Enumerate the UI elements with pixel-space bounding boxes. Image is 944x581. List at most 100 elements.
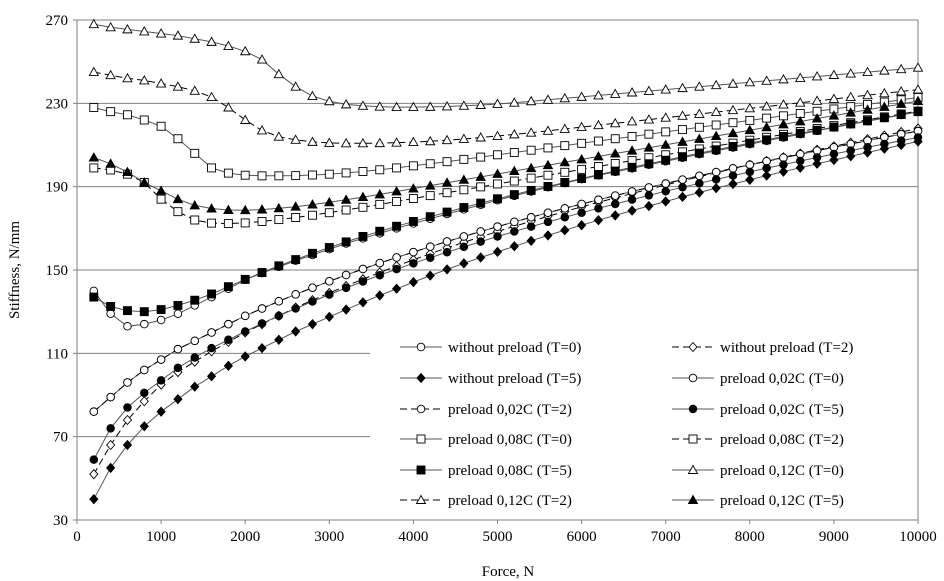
data-point (593, 151, 604, 161)
data-point (324, 137, 335, 147)
data-point (324, 169, 334, 179)
data-point (694, 148, 704, 158)
data-point (644, 183, 654, 192)
data-point (610, 199, 620, 209)
data-point (391, 101, 402, 112)
data-point (744, 102, 756, 113)
data-point (408, 194, 418, 203)
data-point (139, 74, 150, 85)
data-point (576, 121, 587, 132)
y-axis-label: Stiffness, N/mm (7, 221, 23, 319)
data-point (744, 76, 756, 87)
data-point (627, 162, 637, 172)
data-point (425, 253, 435, 262)
data-point (89, 493, 99, 505)
data-point (240, 351, 250, 362)
data-point (341, 237, 351, 247)
data-point (510, 227, 519, 236)
y-tick-label: 150 (46, 263, 69, 279)
data-point (172, 193, 184, 204)
data-point (493, 232, 502, 241)
data-point (913, 133, 923, 142)
legend-label: preload 0,02C (T=5) (720, 402, 844, 418)
data-point (829, 149, 839, 159)
data-point (458, 133, 470, 143)
data-point (896, 136, 906, 145)
legend-item: preload 0,08C (T=5) (400, 463, 572, 479)
data-point (577, 164, 587, 174)
data-point (391, 283, 402, 294)
data-point (206, 203, 217, 213)
data-point (408, 276, 419, 288)
data-point (828, 69, 840, 79)
data-point (274, 171, 284, 181)
data-point (291, 213, 301, 222)
data-point (441, 134, 453, 145)
data-point (526, 145, 536, 155)
data-point (357, 137, 369, 148)
data-point (476, 237, 485, 246)
data-point (307, 90, 318, 100)
data-point (560, 204, 570, 213)
data-point (273, 68, 285, 79)
data-point (745, 160, 755, 170)
data-point (577, 174, 587, 183)
data-point (694, 81, 705, 91)
data-point (677, 136, 688, 146)
data-point (291, 171, 301, 181)
data-point (408, 161, 418, 171)
data-point (812, 125, 822, 135)
data-point (324, 208, 334, 218)
data-point (189, 85, 201, 95)
data-point (307, 199, 318, 209)
data-point (106, 302, 116, 311)
data-point (543, 208, 553, 217)
data-point (476, 152, 486, 162)
data-point (239, 45, 251, 56)
x-tick-label: 8000 (735, 529, 765, 545)
data-point (459, 232, 469, 241)
data-point (139, 177, 150, 187)
data-point (189, 199, 201, 210)
data-point (123, 403, 132, 412)
data-point (711, 182, 721, 194)
series-9 (89, 107, 923, 317)
legend-marker (416, 372, 426, 384)
data-point (694, 122, 704, 132)
data-point (828, 93, 840, 103)
data-point (122, 439, 133, 451)
data-point (140, 388, 149, 398)
data-point (525, 95, 537, 106)
data-point (325, 290, 334, 299)
data-point (206, 36, 217, 46)
data-point (358, 202, 368, 212)
data-point (811, 95, 823, 105)
data-point (559, 156, 571, 167)
data-point (324, 243, 334, 252)
data-point (458, 100, 470, 110)
data-point (207, 289, 217, 299)
data-point (340, 98, 352, 109)
x-tick-label: 0 (73, 529, 81, 545)
data-point (593, 136, 603, 146)
data-point (896, 110, 906, 120)
x-tick-label: 3000 (314, 529, 344, 545)
y-tick-label: 70 (53, 430, 68, 446)
data-point (526, 222, 536, 231)
data-point (543, 230, 553, 241)
data-point (156, 406, 166, 417)
data-point (526, 213, 536, 222)
legend-label: without preload (T=2) (720, 340, 853, 356)
legend-marker (687, 494, 699, 504)
data-point (122, 72, 133, 83)
data-point (762, 113, 772, 123)
data-point (794, 97, 806, 107)
series-10 (88, 18, 924, 112)
data-point (779, 160, 788, 169)
data-point (190, 295, 200, 305)
legend-marker (416, 342, 426, 352)
data-point (593, 89, 604, 100)
data-point (89, 407, 99, 416)
data-point (155, 28, 167, 38)
data-point (357, 191, 369, 202)
